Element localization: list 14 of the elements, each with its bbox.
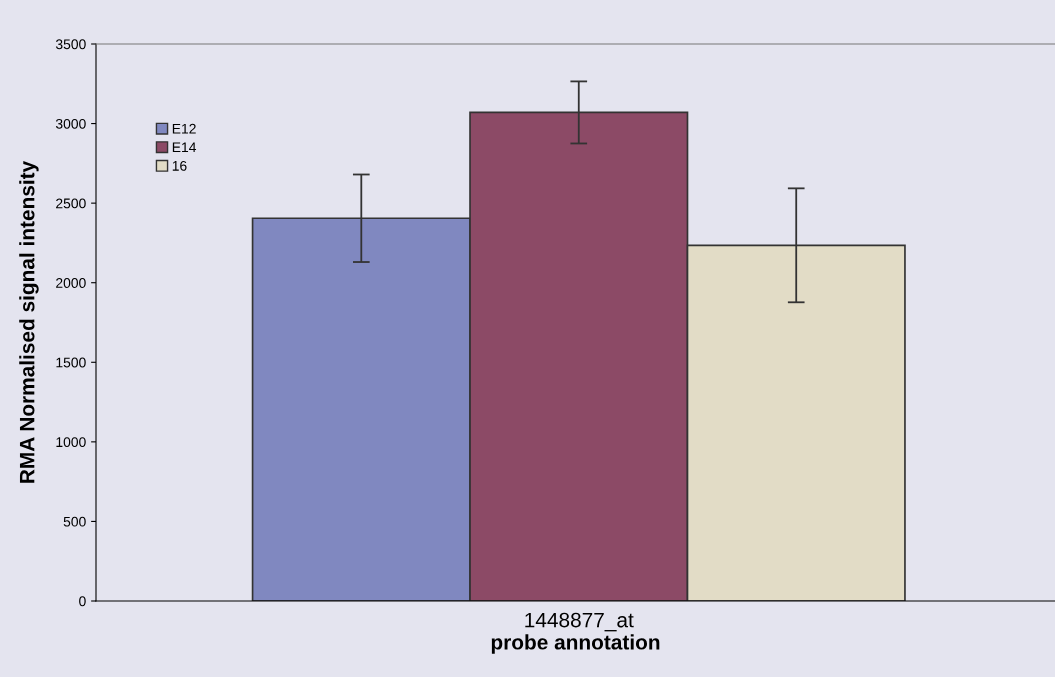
legend-label: E14 [172,142,197,153]
y-tick-label: 1500 [56,357,86,368]
legend-label: E12 [172,123,196,134]
legend-label: 16 [172,160,187,171]
y-tick-label: 3500 [55,39,86,50]
y-tick-label: 500 [63,516,86,527]
y-tick-label: 3000 [55,118,86,129]
y-tick-label: 0 [79,596,86,607]
x-tick-label: 1448877_at [525,612,634,632]
x-axis-title: probe annotation [491,634,660,654]
y-tick-label: 2000 [56,278,86,288]
y-tick-label: 1000 [56,437,86,448]
y-axis-title: RMA Normalised signal intensity [19,160,39,483]
y-tick-label: 2500 [56,198,86,209]
